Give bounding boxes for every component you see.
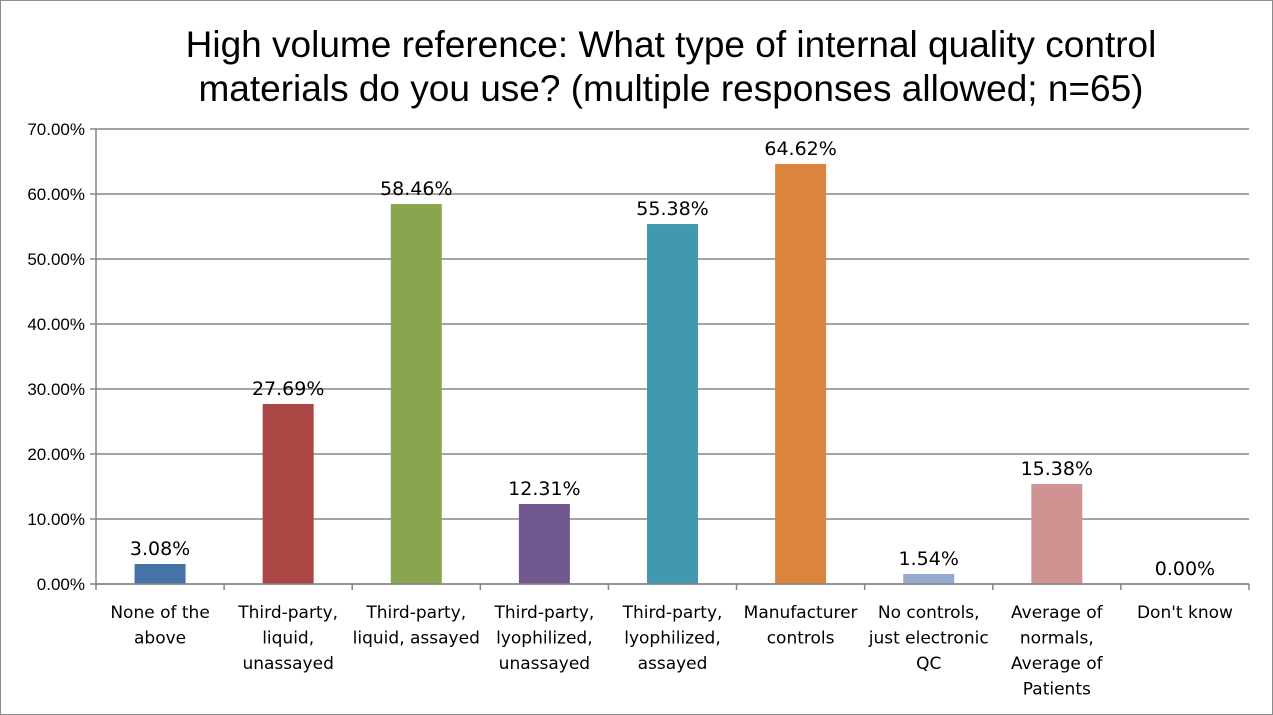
chart-title: High volume reference: What type of inte… — [121, 23, 1221, 111]
bar — [262, 404, 314, 584]
data-label: 64.62% — [764, 138, 836, 160]
bar — [775, 163, 827, 584]
data-label: 12.31% — [508, 478, 580, 500]
category-label: normals, — [1020, 629, 1094, 649]
category-label: liquid, — [262, 629, 314, 649]
category-label: above — [134, 629, 186, 649]
bar — [647, 224, 698, 584]
category-label: just electronic — [868, 629, 989, 649]
data-label: 0.00% — [1155, 558, 1215, 580]
y-tick-label: 60.00% — [27, 185, 85, 204]
data-label: 27.69% — [252, 378, 324, 400]
category-label: Third-party, — [622, 603, 723, 623]
bar — [518, 503, 570, 584]
category-label: QC — [916, 654, 941, 674]
bar — [903, 573, 955, 584]
category-label: None of the — [110, 603, 209, 623]
category-label: lyophilized, — [496, 629, 593, 649]
bar — [390, 204, 442, 584]
category-label: Don't know — [1137, 603, 1233, 623]
data-label: 15.38% — [1021, 458, 1093, 480]
category-label: unassayed — [242, 654, 333, 674]
category-label: lyophilized, — [624, 629, 721, 649]
category-label: Average of — [1011, 654, 1104, 674]
data-label: 55.38% — [636, 198, 708, 220]
category-label: Third-party, — [493, 603, 594, 623]
data-label: 58.46% — [380, 178, 452, 200]
y-tick-label: 10.00% — [27, 510, 85, 529]
category-label: Third-party, — [365, 603, 466, 623]
category-label: controls — [767, 629, 835, 649]
category-label: Third-party, — [237, 603, 338, 623]
data-label: 3.08% — [130, 538, 190, 560]
category-label: Average of — [1011, 603, 1104, 623]
category-label: assayed — [638, 654, 708, 674]
y-tick-label: 20.00% — [27, 445, 85, 464]
bar — [134, 563, 186, 584]
y-tick-label: 70.00% — [27, 120, 85, 139]
category-label: Patients — [1023, 680, 1091, 700]
data-label: 1.54% — [899, 548, 959, 570]
y-tick-label: 40.00% — [27, 315, 85, 334]
chart-title-line-1: High volume reference: What type of inte… — [185, 24, 1157, 65]
y-tick-label: 50.00% — [27, 250, 85, 269]
category-label: liquid, assayed — [353, 629, 480, 649]
bar — [1031, 484, 1083, 584]
category-label: No controls, — [878, 603, 980, 623]
y-tick-label: 0.00% — [37, 575, 85, 594]
y-tick-label: 30.00% — [27, 380, 85, 399]
category-label: unassayed — [499, 654, 590, 674]
chart-title-line-2: materials do you use? (multiple response… — [198, 68, 1144, 109]
category-label: Manufacturer — [744, 603, 858, 623]
